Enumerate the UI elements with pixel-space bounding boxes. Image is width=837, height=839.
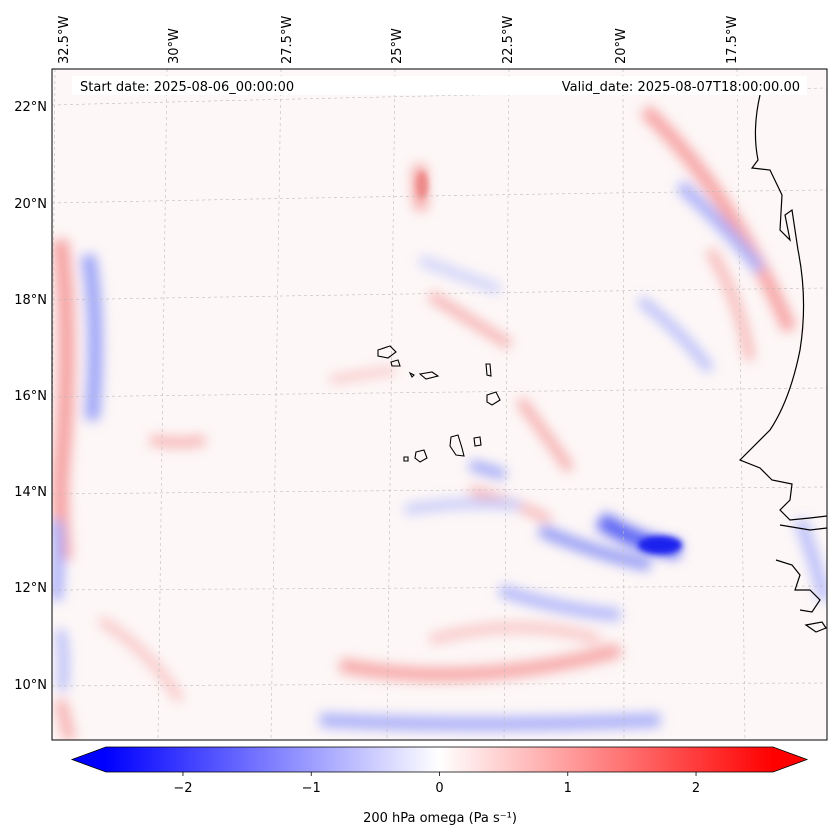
- colorbar-tick-label: 1: [564, 781, 572, 796]
- lat-label: 14°N: [14, 485, 47, 500]
- island-santiago: [449, 434, 465, 457]
- map-frame: [51, 68, 828, 741]
- omega-streak-negative: [537, 524, 652, 571]
- island-santo-antao: [377, 345, 397, 359]
- colorbar: −2 −1 0 1 2 200 hPa omega (Pa s⁻¹): [70, 746, 809, 826]
- omega-streak-positive: [54, 698, 76, 740]
- gambia-coast: [779, 524, 827, 531]
- colorbar-ticks: −2 −1 0 1 2: [173, 772, 700, 796]
- omega-streak-negative: [636, 296, 714, 374]
- omega-streak-negative: [468, 460, 507, 480]
- lon-label: 30°W: [167, 28, 182, 64]
- omega-streak-negative: [498, 584, 621, 621]
- valid-date: Valid_date: 2025-08-07T18:00:00.00: [562, 80, 800, 95]
- omega-streak-positive: [329, 366, 396, 384]
- coastline: [738, 94, 827, 633]
- colorbar-max-extension: [773, 747, 807, 772]
- omega-streak-negative: [675, 180, 765, 274]
- colorbar-gradient: [106, 747, 773, 772]
- island-santa-luzia: [408, 371, 415, 378]
- colorbar-tick-label: 0: [435, 781, 443, 796]
- omega-streak-negative: [319, 713, 661, 731]
- omega-maximum: [416, 171, 428, 199]
- omega-streak-positive: [428, 622, 602, 645]
- colorbar-tick-label: −1: [302, 781, 321, 796]
- map-background: [52, 69, 827, 740]
- island-maio: [473, 436, 482, 447]
- omega-streak-negative: [418, 255, 502, 295]
- island-boa-vista: [486, 391, 501, 406]
- bissagos-islands: [804, 621, 827, 633]
- gridlines: [52, 69, 827, 740]
- lon-label: 20°W: [614, 28, 629, 64]
- colorbar-tick-label: −2: [173, 781, 192, 796]
- omega-streak-negative: [55, 629, 69, 691]
- omega-streak-positive: [640, 104, 797, 333]
- lat-label: 10°N: [14, 678, 47, 693]
- omega-streak-negative: [52, 519, 64, 601]
- colorbar-min-extension: [72, 747, 106, 772]
- colorbar-label: 200 hPa omega (Pa s⁻¹): [363, 811, 517, 826]
- lat-label: 18°N: [14, 293, 47, 308]
- island-fogo: [414, 449, 428, 463]
- lon-label: 27.5°W: [280, 16, 295, 64]
- colorbar-outline: [70, 746, 809, 773]
- guinea-bissau-coast: [775, 559, 821, 613]
- omega-streak-positive: [52, 238, 75, 561]
- lat-label: 16°N: [14, 389, 47, 404]
- longitude-labels: 32.5°W 30°W 27.5°W 25°W 22.5°W 20°W 17.5…: [57, 16, 740, 64]
- date-banner: [72, 76, 807, 95]
- omega-streak-positive: [97, 615, 185, 703]
- cape-verde-islands: [377, 345, 501, 463]
- start-date: Start date: 2025-08-06_00:00:00: [80, 80, 294, 95]
- lat-label: 12°N: [14, 581, 47, 596]
- lon-label: 22.5°W: [501, 16, 516, 64]
- lon-label: 17.5°W: [725, 16, 740, 64]
- lon-label: 32.5°W: [57, 16, 72, 64]
- omega-streak-negative: [81, 253, 103, 421]
- map-panel: Start date: 2025-08-06_00:00:00 Valid_da…: [52, 69, 827, 740]
- omega-core: [416, 171, 682, 554]
- lat-label: 20°N: [14, 197, 47, 212]
- omega-streak-positive: [149, 435, 206, 448]
- latitude-labels: 22°N 20°N 18°N 16°N 14°N 12°N 10°N: [14, 100, 47, 693]
- lat-label: 22°N: [14, 100, 47, 115]
- omega-streak-positive: [705, 247, 755, 361]
- lon-label: 25°W: [390, 28, 405, 64]
- island-sao-vicente: [390, 359, 401, 367]
- colorbar-tick-label: 2: [692, 781, 700, 796]
- island-sal: [485, 363, 492, 377]
- africa-coastline: [738, 94, 827, 521]
- omega-streak-positive: [427, 290, 513, 350]
- island-brava: [403, 456, 409, 462]
- omega-streak-negative: [794, 517, 827, 602]
- omega-minimum: [638, 536, 682, 554]
- omega-streak-positive: [338, 643, 622, 682]
- island-sao-nicolau: [418, 371, 440, 380]
- omega-streak-positive: [515, 397, 575, 473]
- omega-streak-negative: [404, 498, 521, 515]
